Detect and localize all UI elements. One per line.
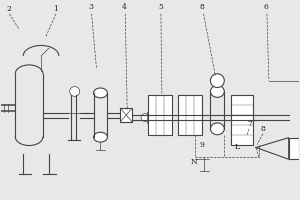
Bar [289, 138, 298, 159]
Bar [148, 95, 172, 135]
Circle shape [141, 114, 149, 121]
Text: 6: 6 [264, 3, 269, 11]
Circle shape [210, 74, 224, 88]
Ellipse shape [210, 123, 224, 135]
Ellipse shape [210, 86, 224, 97]
Text: 3: 3 [88, 3, 94, 11]
Bar [178, 95, 202, 135]
Bar [231, 95, 253, 145]
Text: 1: 1 [53, 5, 58, 13]
Text: 8: 8 [200, 3, 204, 11]
Text: N: N [190, 158, 197, 166]
Ellipse shape [94, 132, 107, 142]
Text: 9: 9 [200, 141, 204, 149]
Text: 2: 2 [6, 5, 11, 13]
Text: 7: 7 [247, 120, 252, 128]
Circle shape [70, 87, 80, 96]
Text: 4: 4 [122, 3, 127, 11]
Ellipse shape [94, 88, 107, 98]
Bar [120, 108, 132, 122]
Text: 8: 8 [261, 125, 266, 133]
Text: 5: 5 [158, 3, 163, 11]
Text: L: L [234, 143, 239, 151]
